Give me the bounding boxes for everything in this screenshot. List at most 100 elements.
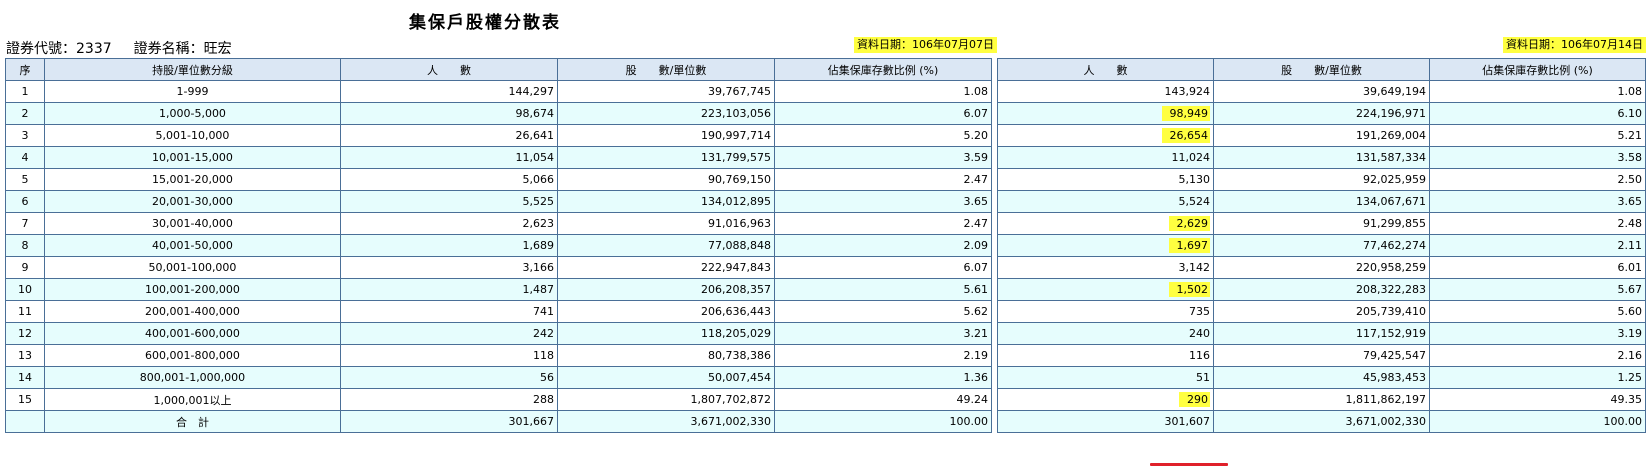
people-cell: 11,054 (339, 146, 558, 169)
seq-cell: 13 (5, 344, 45, 367)
level-cell: 600,001-800,000 (43, 344, 341, 367)
total-ratio: 100.00 (773, 410, 993, 433)
people-cell: 26,641 (339, 124, 558, 147)
people-cell: 56 (339, 366, 558, 389)
shares-cell: 1,807,702,872 (556, 388, 775, 411)
table-row: 143,924 39,649,194 1.08 (997, 80, 1646, 103)
ratio-cell: 3.19 (1429, 322, 1646, 345)
seq-cell: 12 (5, 322, 45, 345)
level-cell: 1,000,001以上 (43, 388, 341, 411)
shares-cell: 1,811,862,197 (1213, 388, 1430, 411)
table-row: 240 117,152,919 3.19 (997, 322, 1646, 345)
shares-cell: 190,997,714 (556, 124, 775, 147)
people-cell-highlight: 290 (1179, 392, 1210, 407)
level-cell: 100,001-200,000 (43, 278, 341, 301)
ratio-cell: 1.08 (1429, 80, 1646, 103)
level-cell: 400,001-600,000 (43, 322, 341, 345)
shares-cell: 79,425,547 (1213, 344, 1430, 367)
table-row: 6 20,001-30,000 5,525 134,012,895 3.65 (5, 190, 993, 213)
shares-cell: 45,983,453 (1213, 366, 1430, 389)
security-code: 證券代號：2337 (6, 41, 112, 57)
people-cell: 3,142 (997, 256, 1214, 279)
total-row: 合 計 301,667 3,671,002,330 100.00 (5, 410, 993, 433)
table-row: 1,502 208,322,283 5.67 (997, 278, 1646, 301)
total-label: 合 計 (43, 410, 341, 433)
ratio-cell: 6.07 (773, 102, 993, 125)
total-ratio: 100.00 (1429, 410, 1646, 433)
people-cell-highlight: 2,629 (1168, 216, 1210, 231)
people-cell: 2,629 (997, 212, 1214, 235)
ratio-cell: 3.59 (773, 146, 993, 169)
ratio-cell: 5.61 (773, 278, 993, 301)
table-row: 5,524 134,067,671 3.65 (997, 190, 1646, 213)
total-underline-mark (1150, 463, 1228, 466)
ratio-cell: 2.11 (1429, 234, 1646, 257)
shares-cell: 90,769,150 (556, 168, 775, 191)
seq-cell: 5 (5, 168, 45, 191)
ratio-cell: 49.24 (773, 388, 993, 411)
shares-cell: 134,012,895 (556, 190, 775, 213)
seq-cell: 11 (5, 300, 45, 323)
shares-cell: 91,299,855 (1213, 212, 1430, 235)
header-ratio: 佔集保庫存數比例 (%) (773, 58, 993, 81)
total-row: 301,607 3,671,002,330 100.00 (997, 410, 1646, 433)
table-row: 290 1,811,862,197 49.35 (997, 388, 1646, 411)
ratio-cell: 5.20 (773, 124, 993, 147)
table-row: 51 45,983,453 1.25 (997, 366, 1646, 389)
people-cell: 290 (997, 388, 1214, 411)
seq-cell: 2 (5, 102, 45, 125)
ratio-cell: 49.35 (1429, 388, 1646, 411)
security-info: 證券代號：2337 證券名稱：旺宏 (6, 38, 232, 58)
people-cell: 144,297 (339, 80, 558, 103)
table-row: 3 5,001-10,000 26,641 190,997,714 5.20 (5, 124, 993, 147)
table-row: 735 205,739,410 5.60 (997, 300, 1646, 323)
people-cell: 240 (997, 322, 1214, 345)
seq-cell: 3 (5, 124, 45, 147)
ratio-cell: 2.47 (773, 212, 993, 235)
header-people: 人 數 (997, 58, 1214, 81)
table-row: 7 30,001-40,000 2,623 91,016,963 2.47 (5, 212, 993, 235)
level-cell: 200,001-400,000 (43, 300, 341, 323)
ratio-cell: 5.21 (1429, 124, 1646, 147)
people-cell: 5,524 (997, 190, 1214, 213)
ratio-cell: 6.10 (1429, 102, 1646, 125)
header-level: 持股/單位數分級 (43, 58, 341, 81)
table-row: 9 50,001-100,000 3,166 222,947,843 6.07 (5, 256, 993, 279)
ratio-cell: 5.60 (1429, 300, 1646, 323)
seq-cell: 15 (5, 388, 45, 411)
level-cell: 10,001-15,000 (43, 146, 341, 169)
total-people: 301,607 (997, 410, 1214, 433)
table-row: 2,629 91,299,855 2.48 (997, 212, 1646, 235)
ratio-cell: 2.47 (773, 168, 993, 191)
ratio-cell: 2.48 (1429, 212, 1646, 235)
people-cell-highlight: 1,697 (1168, 238, 1210, 253)
people-cell: 735 (997, 300, 1214, 323)
level-cell: 5,001-10,000 (43, 124, 341, 147)
ratio-cell: 3.58 (1429, 146, 1646, 169)
seq-cell: 9 (5, 256, 45, 279)
table-row: 14 800,001-1,000,000 56 50,007,454 1.36 (5, 366, 993, 389)
shares-cell: 223,103,056 (556, 102, 775, 125)
security-name: 證券名稱：旺宏 (133, 41, 232, 57)
people-cell: 11,024 (997, 146, 1214, 169)
people-cell: 5,525 (339, 190, 558, 213)
seq-cell: 7 (5, 212, 45, 235)
level-cell: 15,001-20,000 (43, 168, 341, 191)
table-row: 1 1-999 144,297 39,767,745 1.08 (5, 80, 993, 103)
people-cell: 5,066 (339, 168, 558, 191)
level-cell: 30,001-40,000 (43, 212, 341, 235)
shares-cell: 220,958,259 (1213, 256, 1430, 279)
seq-cell: 8 (5, 234, 45, 257)
level-cell: 50,001-100,000 (43, 256, 341, 279)
header-shares: 股 數/單位數 (556, 58, 775, 81)
ratio-cell: 2.50 (1429, 168, 1646, 191)
total-shares: 3,671,002,330 (1213, 410, 1430, 433)
shares-cell: 206,208,357 (556, 278, 775, 301)
table-row: 12 400,001-600,000 242 118,205,029 3.21 (5, 322, 993, 345)
total-shares: 3,671,002,330 (556, 410, 775, 433)
data-date-left: 資料日期：106年07月07日 (854, 37, 997, 53)
people-cell: 26,654 (997, 124, 1214, 147)
seq-cell: 4 (5, 146, 45, 169)
level-cell: 1-999 (43, 80, 341, 103)
people-cell: 5,130 (997, 168, 1214, 191)
